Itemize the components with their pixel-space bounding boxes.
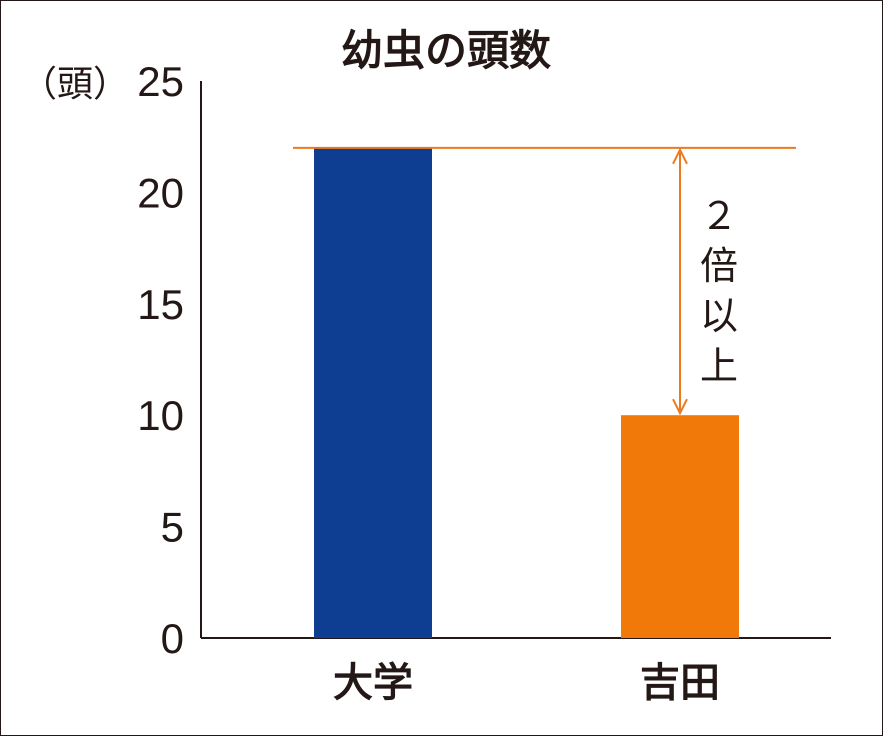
y-tick-label: 5 bbox=[161, 504, 184, 551]
arrowhead-down bbox=[672, 398, 688, 416]
annotation-text-char: ２ bbox=[700, 194, 738, 238]
bar-1 bbox=[314, 147, 432, 638]
y-axis-unit-label: （頭） bbox=[21, 64, 129, 105]
y-tick-label: 0 bbox=[161, 615, 184, 662]
y-tick-label: 25 bbox=[137, 58, 184, 105]
chart-title: 幼虫の頭数 bbox=[341, 26, 551, 75]
x-category-label: 大学 bbox=[333, 660, 413, 706]
y-tick-label: 15 bbox=[137, 281, 184, 328]
annotation-text-char: 上 bbox=[700, 344, 738, 388]
y-tick-label: 10 bbox=[137, 392, 184, 439]
y-tick-label: 20 bbox=[137, 169, 184, 216]
annotation-text-char: 倍 bbox=[700, 244, 738, 288]
bar-2 bbox=[621, 415, 739, 638]
x-category-label: 吉田 bbox=[640, 660, 720, 706]
annotation-text-char: 以 bbox=[700, 294, 738, 338]
plot-area: 0 5 10 15 20 25 大学 吉田 ２ 倍以上 bbox=[137, 58, 831, 706]
arrowhead-up bbox=[672, 147, 688, 165]
